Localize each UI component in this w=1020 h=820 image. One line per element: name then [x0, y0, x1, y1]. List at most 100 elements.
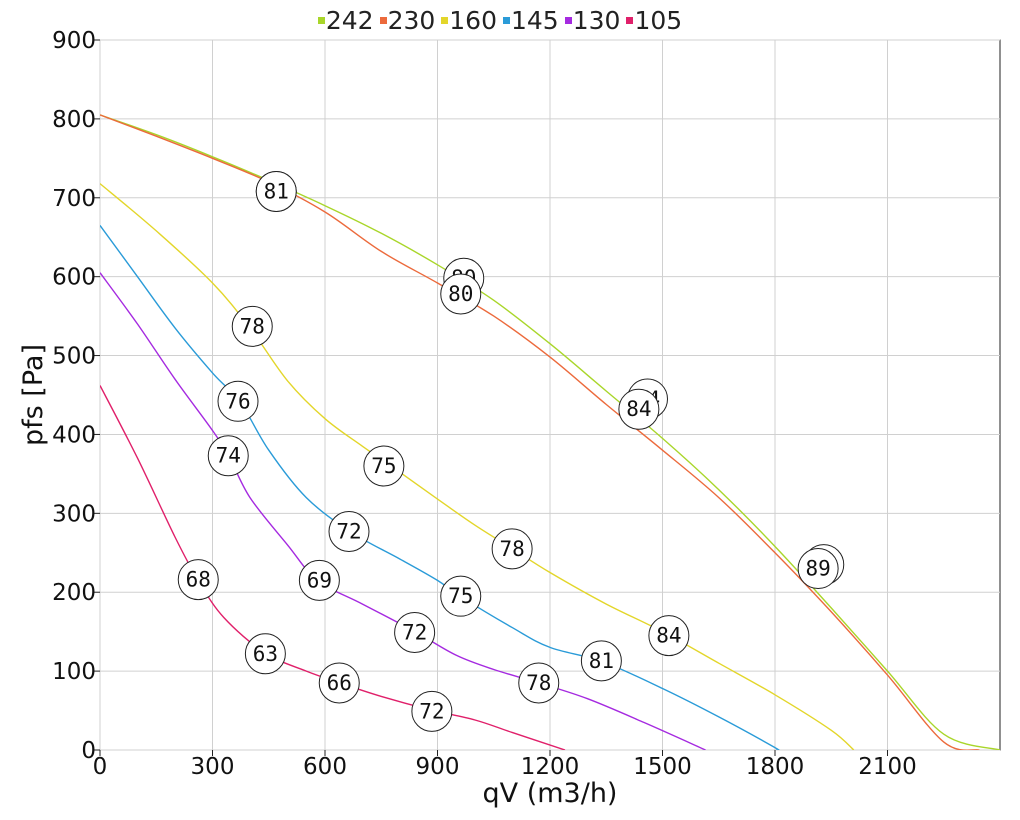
efficiency-label-160: 75 [363, 445, 405, 487]
efficiency-bubble [177, 559, 219, 601]
efficiency-bubble [255, 170, 297, 212]
efficiency-value: 84 [626, 397, 651, 421]
efficiency-bubble [648, 615, 690, 657]
efficiency-bubble [797, 548, 839, 590]
legend-swatch [626, 16, 634, 24]
efficiency-label-145: 75 [440, 575, 482, 617]
efficiency-bubble [411, 690, 453, 732]
efficiency-value: 78 [499, 537, 524, 561]
efficiency-label-230: 81 [255, 170, 297, 212]
legend-item-130[interactable]: 130 [564, 6, 621, 36]
efficiency-labels: 8180848981808489787578847672758174697278… [177, 170, 845, 732]
efficiency-value: 81 [589, 649, 614, 673]
y-tick-label: 900 [52, 28, 96, 54]
legend-swatch [317, 16, 325, 24]
efficiency-bubble [363, 445, 405, 487]
x-tick-label: 300 [191, 754, 235, 780]
efficiency-label-105: 72 [411, 690, 453, 732]
efficiency-label-160: 78 [491, 528, 533, 570]
efficiency-bubble [440, 575, 482, 617]
legend-label: 145 [511, 6, 559, 35]
efficiency-label-130: 74 [207, 435, 249, 477]
efficiency-label-130: 78 [518, 662, 560, 704]
efficiency-value: 81 [264, 179, 289, 203]
efficiency-value: 78 [526, 671, 551, 695]
efficiency-label-160: 84 [648, 615, 690, 657]
efficiency-label-230: 84 [618, 388, 660, 430]
y-tick-label: 300 [52, 501, 96, 527]
y-tick-label: 500 [52, 344, 96, 370]
efficiency-bubble [207, 435, 249, 477]
efficiency-bubble [394, 611, 436, 653]
x-tick-label: 2100 [858, 754, 917, 780]
legend-label: 105 [634, 6, 683, 35]
efficiency-value: 72 [419, 699, 444, 723]
y-tick-label: 0 [81, 738, 96, 764]
efficiency-bubble [217, 380, 259, 422]
legend-swatch [503, 16, 510, 24]
efficiency-value: 84 [656, 624, 681, 648]
efficiency-label-105: 63 [244, 633, 286, 675]
series-line-145 [100, 224, 781, 750]
y-tick-label: 200 [52, 580, 96, 606]
efficiency-value: 80 [448, 282, 473, 306]
efficiency-label-105: 66 [318, 662, 360, 704]
x-tick-label: 600 [303, 754, 347, 780]
legend-item-145[interactable]: 145 [503, 6, 559, 36]
x-tick-label: 1800 [746, 754, 805, 780]
efficiency-label-145: 76 [217, 380, 259, 422]
axes: 0 300 600 900 1200 1500 1800 2100 0 100 200 300 400 5… [52, 28, 917, 780]
efficiency-bubble [580, 640, 622, 682]
efficiency-value: 76 [225, 389, 250, 413]
efficiency-value: 89 [805, 557, 830, 581]
efficiency-bubble [440, 273, 482, 315]
x-axis-title: qV (m3/h) [483, 778, 618, 809]
efficiency-bubble [518, 662, 560, 704]
legend-label: 230 [387, 6, 436, 35]
legend-label: 130 [572, 6, 621, 35]
efficiency-value: 72 [336, 519, 361, 543]
y-tick-label: 700 [52, 186, 96, 212]
efficiency-value: 63 [253, 642, 278, 666]
efficiency-bubble [231, 305, 273, 347]
legend-label: 242 [325, 6, 374, 35]
legend-swatch [441, 16, 449, 24]
efficiency-bubble [318, 662, 360, 704]
efficiency-label-130: 72 [394, 611, 436, 653]
efficiency-value: 69 [307, 568, 332, 592]
legend-swatch [564, 16, 572, 24]
x-tick-label: 1200 [521, 754, 580, 780]
efficiency-label-230: 89 [797, 548, 839, 590]
series-line-105 [100, 385, 566, 750]
series-line-130 [100, 272, 706, 750]
x-tick-label: 900 [416, 754, 460, 780]
efficiency-label-160: 78 [231, 305, 273, 347]
efficiency-bubble [244, 633, 286, 675]
efficiency-label-145: 81 [580, 640, 622, 682]
legend-item-230[interactable]: 230 [379, 6, 436, 36]
x-tick-label: 0 [93, 754, 108, 780]
efficiency-value: 66 [327, 671, 352, 695]
efficiency-label-130: 69 [298, 559, 340, 601]
efficiency-value: 78 [240, 314, 265, 338]
x-tick-label: 1500 [633, 754, 692, 780]
efficiency-bubble [491, 528, 533, 570]
efficiency-value: 75 [371, 454, 396, 478]
efficiency-label-230: 80 [440, 273, 482, 315]
y-axis-title: pfs [Pa] [18, 344, 49, 446]
efficiency-value: 68 [186, 568, 211, 592]
y-tick-label: 800 [52, 107, 96, 133]
legend-item-242[interactable]: 242 [317, 6, 374, 36]
y-tick-label: 100 [52, 659, 96, 685]
efficiency-bubble [328, 510, 370, 552]
legend-item-160[interactable]: 160 [441, 6, 497, 36]
legend-label: 160 [449, 6, 497, 35]
legend-swatch [379, 16, 387, 24]
efficiency-label-145: 72 [328, 510, 370, 552]
efficiency-label-105: 68 [177, 559, 219, 601]
efficiency-value: 75 [448, 584, 473, 608]
legend-item-105[interactable]: 105 [626, 6, 682, 36]
efficiency-value: 74 [216, 444, 241, 468]
y-tick-label: 600 [52, 265, 96, 291]
